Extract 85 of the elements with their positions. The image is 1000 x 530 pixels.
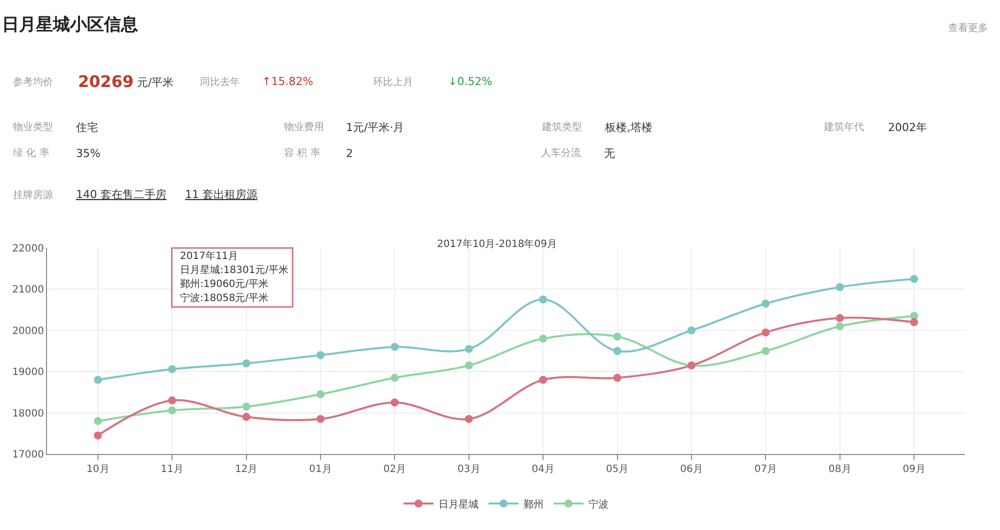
point (762, 328, 770, 336)
point (390, 374, 399, 382)
point (613, 347, 622, 355)
point (688, 326, 696, 334)
point (836, 322, 844, 330)
text: 140 套在售二手房 (76, 188, 166, 201)
chart-subtitle: 2017年10月-2018年09月 (437, 238, 557, 250)
point (242, 402, 250, 411)
point (94, 376, 102, 384)
point (910, 318, 918, 326)
text: 容 积 率 (284, 147, 320, 159)
point (910, 274, 918, 283)
point (242, 412, 250, 421)
x-tick-label: 03月 (458, 464, 480, 475)
text: 绿 化 率 (13, 147, 50, 159)
text: 元/平米 (137, 76, 174, 89)
text: 查看更多 (948, 22, 988, 34)
point (539, 334, 548, 343)
x-tick-label: 01月 (309, 464, 332, 475)
annotation: 2017年11月 (180, 250, 238, 262)
text: 住宅 (76, 121, 98, 134)
y-tick-label: 21000 (12, 284, 44, 296)
y-tick-label: 18000 (12, 408, 44, 420)
point (168, 365, 176, 374)
text: 11 套出租房源 (185, 188, 258, 201)
x-tick-label: 08月 (828, 464, 852, 475)
point (464, 414, 473, 423)
text: 建筑类型 (541, 121, 582, 133)
x-tick-label: 02月 (383, 464, 406, 475)
x-tick-label: 05月 (606, 464, 629, 475)
text: 挂牌房源 (13, 189, 53, 201)
annotation: 日月星城:18301元/平米 (180, 264, 289, 276)
chart-title: 日月星城小区信息 (2, 14, 138, 35)
text: 建筑年代 (823, 121, 864, 133)
y-tick-label: 17000 (12, 450, 44, 460)
annotation: 宁波:18058元/平米 (180, 292, 269, 304)
text: ↓0.52% (448, 75, 492, 88)
text: 物业费用 (284, 121, 324, 133)
text: 2 (346, 147, 353, 160)
point (94, 431, 102, 440)
annotation: 鄞州:19060元/平米 (180, 278, 269, 290)
text: 物业类型 (13, 121, 53, 133)
point (94, 417, 102, 426)
text: 参考均价 (13, 76, 53, 88)
point (316, 390, 324, 398)
text: 无 (604, 147, 615, 160)
point (316, 351, 324, 360)
point (539, 296, 548, 304)
point (762, 347, 770, 355)
legend-label: 鄞州 (524, 498, 544, 510)
point (390, 342, 399, 351)
y-tick-label: 22000 (12, 244, 44, 254)
point (836, 314, 844, 322)
x-tick-label: 09月 (902, 464, 926, 475)
text: 环比上月 (373, 76, 413, 88)
text: 35% (76, 147, 100, 160)
point (316, 414, 324, 423)
point (168, 406, 176, 414)
point (168, 396, 176, 404)
x-tick-label: 11月 (160, 464, 184, 475)
x-tick-label: 12月 (234, 464, 258, 475)
text: ↑15.82% (262, 75, 314, 88)
text: 1元/平米·月 (346, 121, 404, 134)
y-tick-label: 20000 (12, 326, 44, 337)
x-tick-label: 10月 (86, 464, 110, 475)
y-tick-label: 19000 (12, 367, 44, 378)
text: 2002年 (888, 121, 927, 134)
point (762, 300, 770, 308)
x-tick-label: 07月 (754, 464, 778, 475)
point (613, 374, 622, 382)
point (613, 332, 622, 341)
point (539, 376, 548, 384)
text: 板楼,塔楼 (604, 121, 652, 134)
x-tick-label: 04月 (532, 464, 554, 475)
text: 人车分流 (541, 147, 581, 159)
point (242, 359, 250, 368)
point (836, 283, 844, 292)
point (464, 361, 473, 370)
legend-label: 日月星城 (438, 498, 478, 510)
text: 20269 (78, 72, 134, 91)
text: 同比去年 (200, 76, 240, 88)
point (390, 398, 399, 406)
legend-label: 宁波 (588, 498, 608, 510)
point (464, 344, 473, 353)
x-tick-label: 06月 (680, 464, 703, 475)
